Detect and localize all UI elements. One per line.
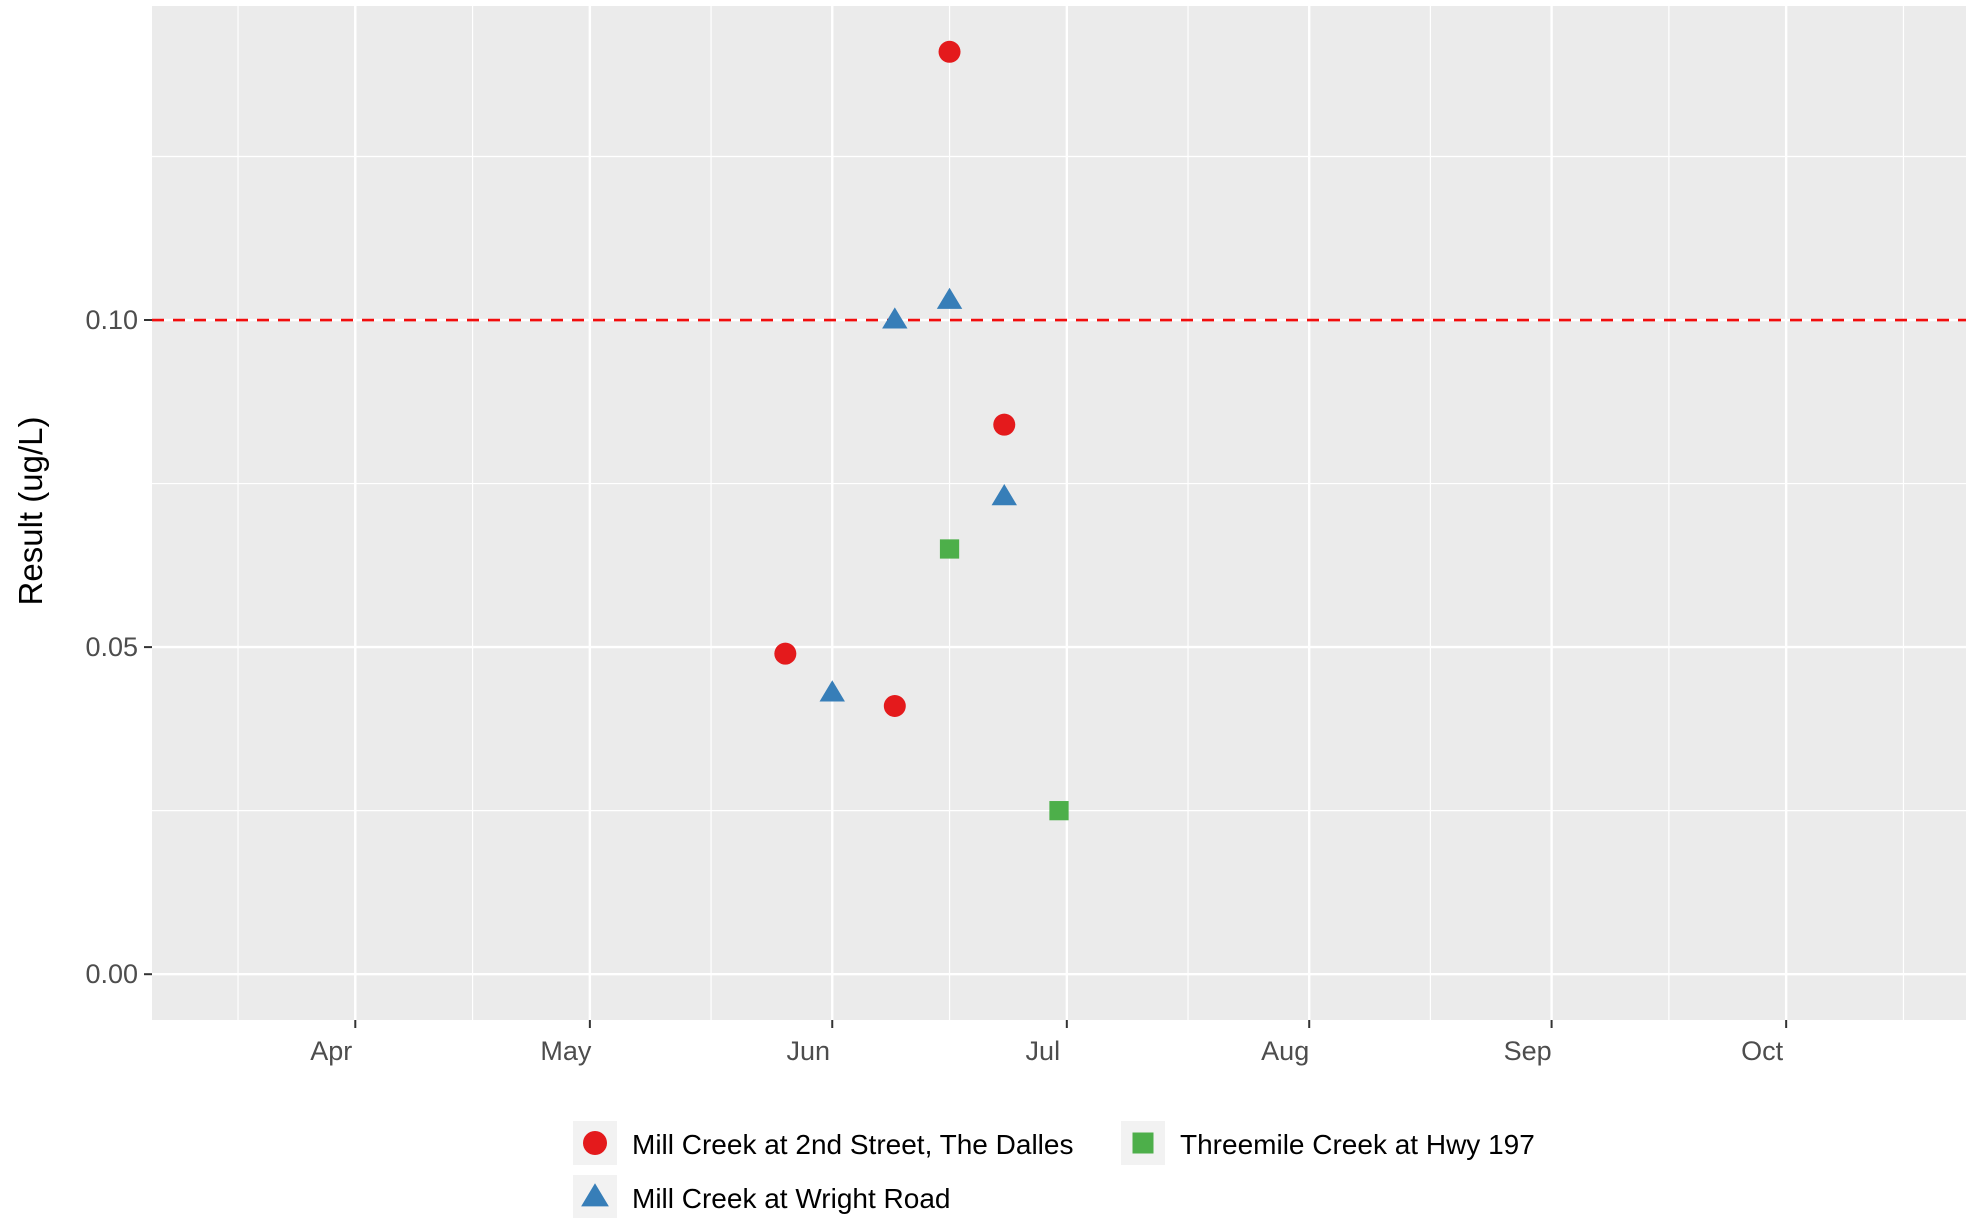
x-tick-label: Apr: [310, 1036, 352, 1066]
x-axis: Apr May Jun Jul Aug Sep Oct: [310, 1020, 1788, 1066]
legend-marker: [581, 1183, 609, 1207]
data-point: [882, 307, 908, 329]
x-tick-label: Jun: [786, 1036, 830, 1066]
data-point: [993, 413, 1016, 436]
data-point: [938, 40, 961, 63]
legend-label: Threemile Creek at Hwy 197: [1180, 1129, 1535, 1160]
series-group: [939, 539, 1069, 821]
x-tick-label: Oct: [1741, 1036, 1784, 1066]
data-point: [936, 287, 963, 309]
plot-panel: [152, 6, 1966, 1020]
legend-item: Mill Creek at 2nd Street, The Dalles: [573, 1121, 1073, 1165]
y-axis: 0.00 0.05 0.10: [85, 305, 152, 989]
y-axis-title: Result (ug/L): [12, 417, 49, 606]
y-tick-label: 0.00: [85, 959, 138, 989]
data-points: [774, 40, 1069, 821]
legend: Mill Creek at 2nd Street, The Dalles Thre…: [573, 1121, 1535, 1219]
x-tick-label: Aug: [1261, 1036, 1309, 1066]
x-tick-label: May: [540, 1036, 592, 1066]
data-point: [819, 680, 845, 702]
y-tick-label: 0.05: [85, 632, 138, 662]
legend-marker: [583, 1131, 607, 1155]
legend-label: Mill Creek at Wright Road: [632, 1183, 950, 1214]
data-point: [991, 484, 1017, 506]
legend-item: Mill Creek at Wright Road: [573, 1175, 950, 1219]
series-group: [774, 40, 1016, 717]
data-point: [774, 642, 797, 665]
x-tick-label: Sep: [1504, 1036, 1552, 1066]
y-tick-label: 0.10: [85, 305, 138, 335]
legend-label: Mill Creek at 2nd Street, The Dalles: [632, 1129, 1073, 1160]
legend-item: Threemile Creek at Hwy 197: [1121, 1121, 1535, 1165]
data-point: [939, 539, 960, 559]
x-tick-label: Jul: [1026, 1036, 1061, 1066]
data-point: [1049, 801, 1069, 821]
legend-marker: [1132, 1132, 1154, 1154]
data-point: [883, 694, 906, 717]
series-group: [819, 287, 1017, 702]
